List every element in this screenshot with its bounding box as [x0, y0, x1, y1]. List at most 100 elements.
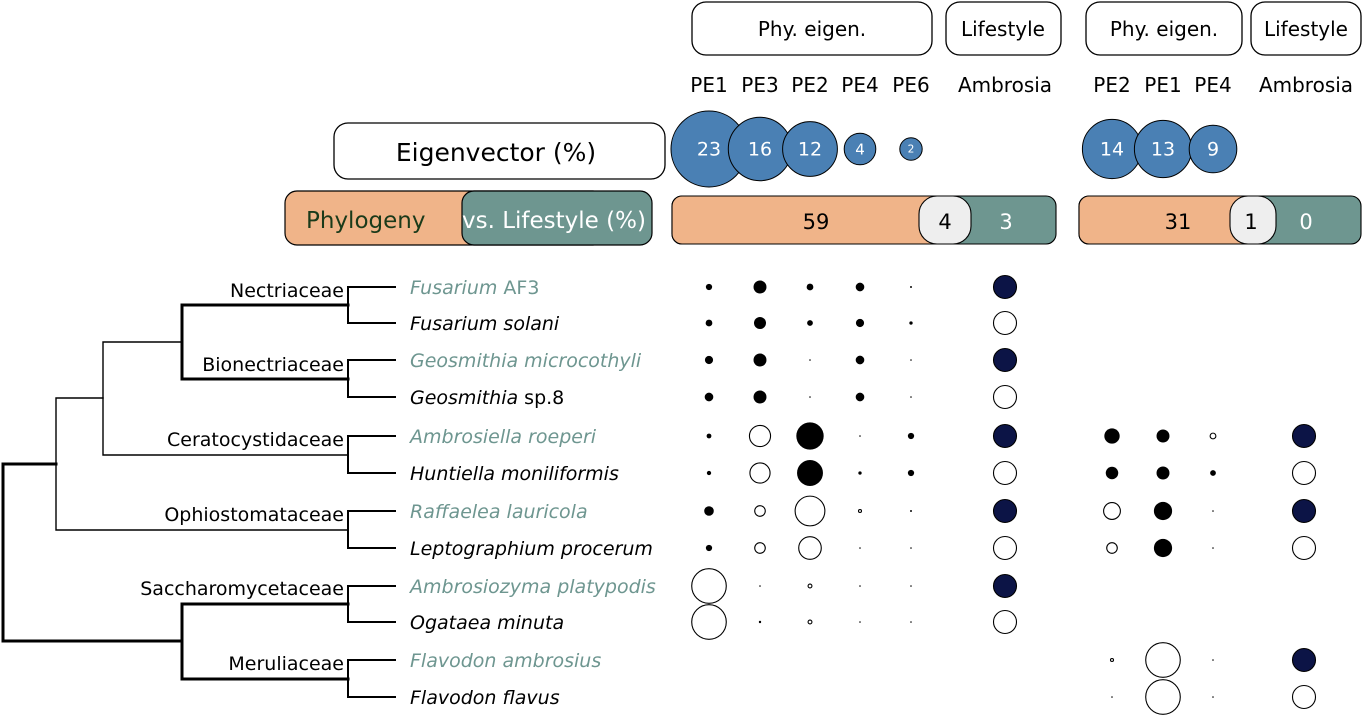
- ambrosia-marker: [1291, 460, 1317, 486]
- loading-dot: [748, 424, 772, 448]
- phy-eigen-header-box-1: [691, 1, 933, 56]
- loading-dot: [705, 283, 713, 291]
- loading-dot: [1210, 470, 1216, 476]
- loading-dot: [859, 585, 861, 587]
- loading-dot: [910, 396, 912, 398]
- taxon-label: Raffaelea lauricola: [410, 501, 588, 523]
- pe-column-label: PE2: [791, 73, 828, 97]
- eigenvector-value: 9: [1207, 139, 1219, 161]
- loading-dot: [796, 422, 824, 450]
- loading-dot: [807, 320, 813, 326]
- shared-value: 4: [938, 210, 951, 234]
- loading-dot: [855, 318, 865, 328]
- pe-column-label: PE1: [1144, 73, 1181, 97]
- loading-dot: [910, 621, 912, 623]
- eigenvector-legend-box: [333, 122, 666, 180]
- loading-dot: [1212, 659, 1214, 661]
- lifestyle-header-2: Lifestyle: [1264, 17, 1348, 41]
- family-label: Nectriaceae: [230, 280, 344, 302]
- loading-dot: [910, 359, 912, 361]
- loading-dot: [1209, 432, 1217, 440]
- loading-dot: [855, 355, 865, 365]
- loading-dot: [910, 286, 912, 288]
- family-label: Meruliaceae: [228, 653, 344, 675]
- loading-dot: [1212, 510, 1214, 512]
- loading-dot: [855, 392, 865, 402]
- taxon-label: Geosmithia sp.8: [410, 387, 564, 409]
- loading-dot: [749, 462, 771, 484]
- loading-dot: [858, 471, 862, 475]
- loading-dot: [910, 510, 912, 512]
- eigenvector-value: 16: [748, 139, 772, 161]
- loading-dot: [910, 547, 912, 549]
- loading-dot: [753, 353, 767, 367]
- loading-dot: [857, 508, 863, 514]
- pe-column-label: PE4: [1194, 73, 1231, 97]
- legend-lifestyle-label: vs. Lifestyle (%): [462, 208, 646, 234]
- legend-phylogeny-label: Phylogeny: [306, 208, 425, 234]
- ambrosia-marker: [992, 384, 1018, 410]
- lifestyle-header-1: Lifestyle: [961, 17, 1045, 41]
- phy-eigen-header-1: Phy. eigen.: [758, 17, 866, 41]
- loading-dot: [809, 396, 811, 398]
- lifestyle-value: 0: [1299, 210, 1312, 234]
- loading-dot: [706, 470, 712, 476]
- ambrosia-marker: [1291, 647, 1317, 673]
- loading-dot: [807, 619, 813, 625]
- lifestyle-value: 3: [999, 210, 1012, 234]
- family-label: Ophiostomataceae: [164, 504, 344, 526]
- taxon-label: Flavodon flavus: [410, 687, 560, 709]
- taxon-label: Leptographium procerum: [410, 538, 653, 560]
- loading-dot: [1145, 642, 1181, 678]
- ambrosia-marker: [1291, 498, 1317, 524]
- phy-eigen-header-box-2: [1085, 1, 1243, 56]
- loading-dot: [1106, 542, 1118, 554]
- loading-dot: [1145, 679, 1181, 715]
- loading-dot: [691, 568, 727, 604]
- loading-dot: [1156, 466, 1170, 480]
- loading-dot: [1156, 429, 1170, 443]
- loading-dot: [753, 390, 767, 404]
- loading-dot: [797, 460, 823, 486]
- ambrosia-marker: [992, 535, 1018, 561]
- pe-column-label: PE2: [1093, 73, 1130, 97]
- ambrosia-marker: [1291, 423, 1317, 449]
- eigenvector-value: 23: [697, 139, 721, 161]
- taxon-label: Ambrosiella roeperi: [408, 426, 597, 448]
- loading-dot: [809, 359, 811, 361]
- eigenvector-value: 12: [798, 139, 822, 161]
- loading-dot: [1111, 696, 1113, 698]
- eigenvector-legend-label: Eigenvector (%): [396, 138, 596, 167]
- loading-dot: [1105, 466, 1119, 480]
- loading-dot: [1212, 547, 1214, 549]
- lifestyle-header-box-1: [945, 1, 1062, 56]
- shared-bar: [918, 195, 972, 245]
- loading-dot: [758, 620, 762, 624]
- loading-dot: [704, 392, 714, 402]
- family-label: Bionectriaceae: [202, 354, 344, 376]
- pe-column-labels: PE1 PE3 PE2 PE4 PE6 PE2 PE1 PE4: [690, 73, 1231, 97]
- eigenvector-bubble: [843, 132, 877, 166]
- loading-dot: [759, 585, 761, 587]
- loading-dot: [705, 544, 713, 552]
- eigenvector-value: 2: [908, 144, 915, 156]
- loading-dot: [907, 432, 915, 440]
- pe-column-label: PE3: [741, 73, 778, 97]
- loading-dot: [859, 435, 861, 437]
- loading-dot: [754, 505, 766, 517]
- ambrosia-marker: [992, 310, 1018, 336]
- loading-dot: [855, 282, 865, 292]
- loading-dot: [754, 317, 766, 329]
- phy-eigen-header-2: Phy. eigen.: [1110, 17, 1218, 41]
- taxon-label: Ogataea minuta: [410, 612, 564, 634]
- loading-dot: [859, 621, 861, 623]
- eigenvector-value: 14: [1100, 139, 1124, 161]
- pe-column-label: PE4: [841, 73, 878, 97]
- ambrosia-marker: [992, 498, 1018, 524]
- taxon-label: Flavodon ambrosius: [410, 650, 601, 672]
- eigenvector-value: 4: [855, 140, 865, 158]
- loading-dot: [1153, 538, 1173, 558]
- loading-dot: [907, 469, 915, 477]
- ambrosia-marker: [992, 609, 1018, 635]
- loading-dot: [1153, 501, 1173, 521]
